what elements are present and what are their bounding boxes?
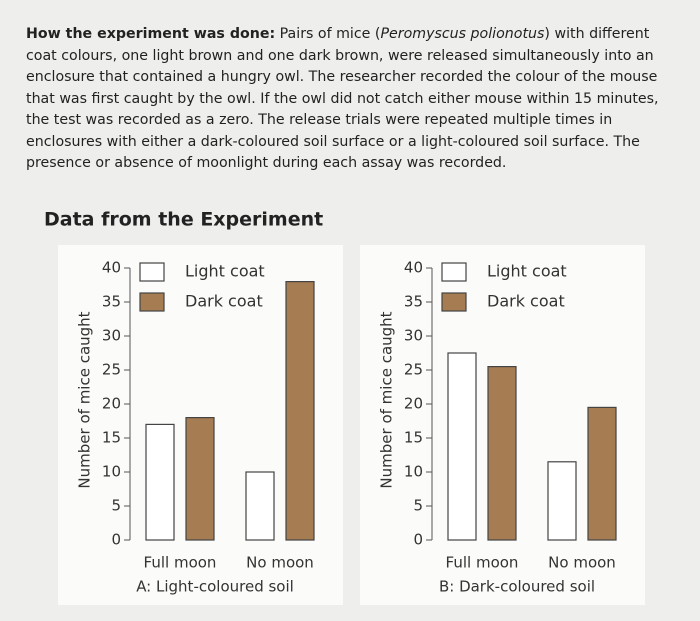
section-heading: Data from the Experiment (44, 209, 323, 231)
intro-paragraph: How the experiment was done: Pairs of mi… (26, 24, 666, 175)
y-tick-label: 5 (413, 497, 423, 515)
y-tick-label: 15 (404, 429, 423, 447)
species-name: Peromyscus polionotus (380, 26, 545, 42)
y-tick-label: 40 (404, 259, 423, 277)
bar (185, 417, 215, 541)
y-tick-label: 15 (102, 429, 121, 447)
x-tick-label: No moon (548, 554, 616, 572)
y-tick-label: 40 (102, 259, 121, 277)
legend-label: Light coat (185, 262, 265, 281)
y-tick-label: 10 (404, 463, 423, 481)
y-tick-label: 30 (102, 327, 121, 345)
y-axis-label: Number of mice caught (378, 311, 396, 488)
x-tick-label: No moon (246, 554, 314, 572)
x-tick-label: Full moon (144, 554, 217, 572)
intro-lead: How the experiment was done: (26, 26, 276, 42)
y-tick-label: 35 (102, 293, 121, 311)
intro-text: ) with different coat colours, one light… (26, 26, 659, 171)
y-tick-label: 30 (404, 327, 423, 345)
legend-swatch (139, 292, 165, 312)
bar (447, 352, 477, 541)
legend-label: Dark coat (185, 292, 263, 311)
chart-caption: A: Light-coloured soil (136, 578, 294, 596)
y-tick-label: 25 (102, 361, 121, 379)
bar (285, 281, 315, 541)
y-tick-label: 20 (404, 395, 423, 413)
bar (487, 366, 517, 541)
legend-swatch (139, 262, 165, 282)
chart-caption: B: Dark-coloured soil (439, 578, 595, 596)
legend-label: Light coat (487, 262, 567, 281)
y-tick-label: 0 (413, 531, 423, 549)
bar (145, 423, 175, 541)
x-tick-label: Full moon (446, 554, 519, 572)
y-tick-label: 5 (111, 497, 121, 515)
y-tick-label: 0 (111, 531, 121, 549)
y-axis-label: Number of mice caught (76, 311, 94, 488)
legend-swatch (441, 292, 467, 312)
y-tick-label: 35 (404, 293, 423, 311)
legend-label: Dark coat (487, 292, 565, 311)
bar (547, 461, 577, 541)
legend-swatch (441, 262, 467, 282)
bar (245, 471, 275, 541)
bar (587, 406, 617, 541)
y-tick-label: 25 (404, 361, 423, 379)
y-tick-label: 10 (102, 463, 121, 481)
intro-text: Pairs of mice ( (275, 26, 381, 42)
y-tick-label: 20 (102, 395, 121, 413)
